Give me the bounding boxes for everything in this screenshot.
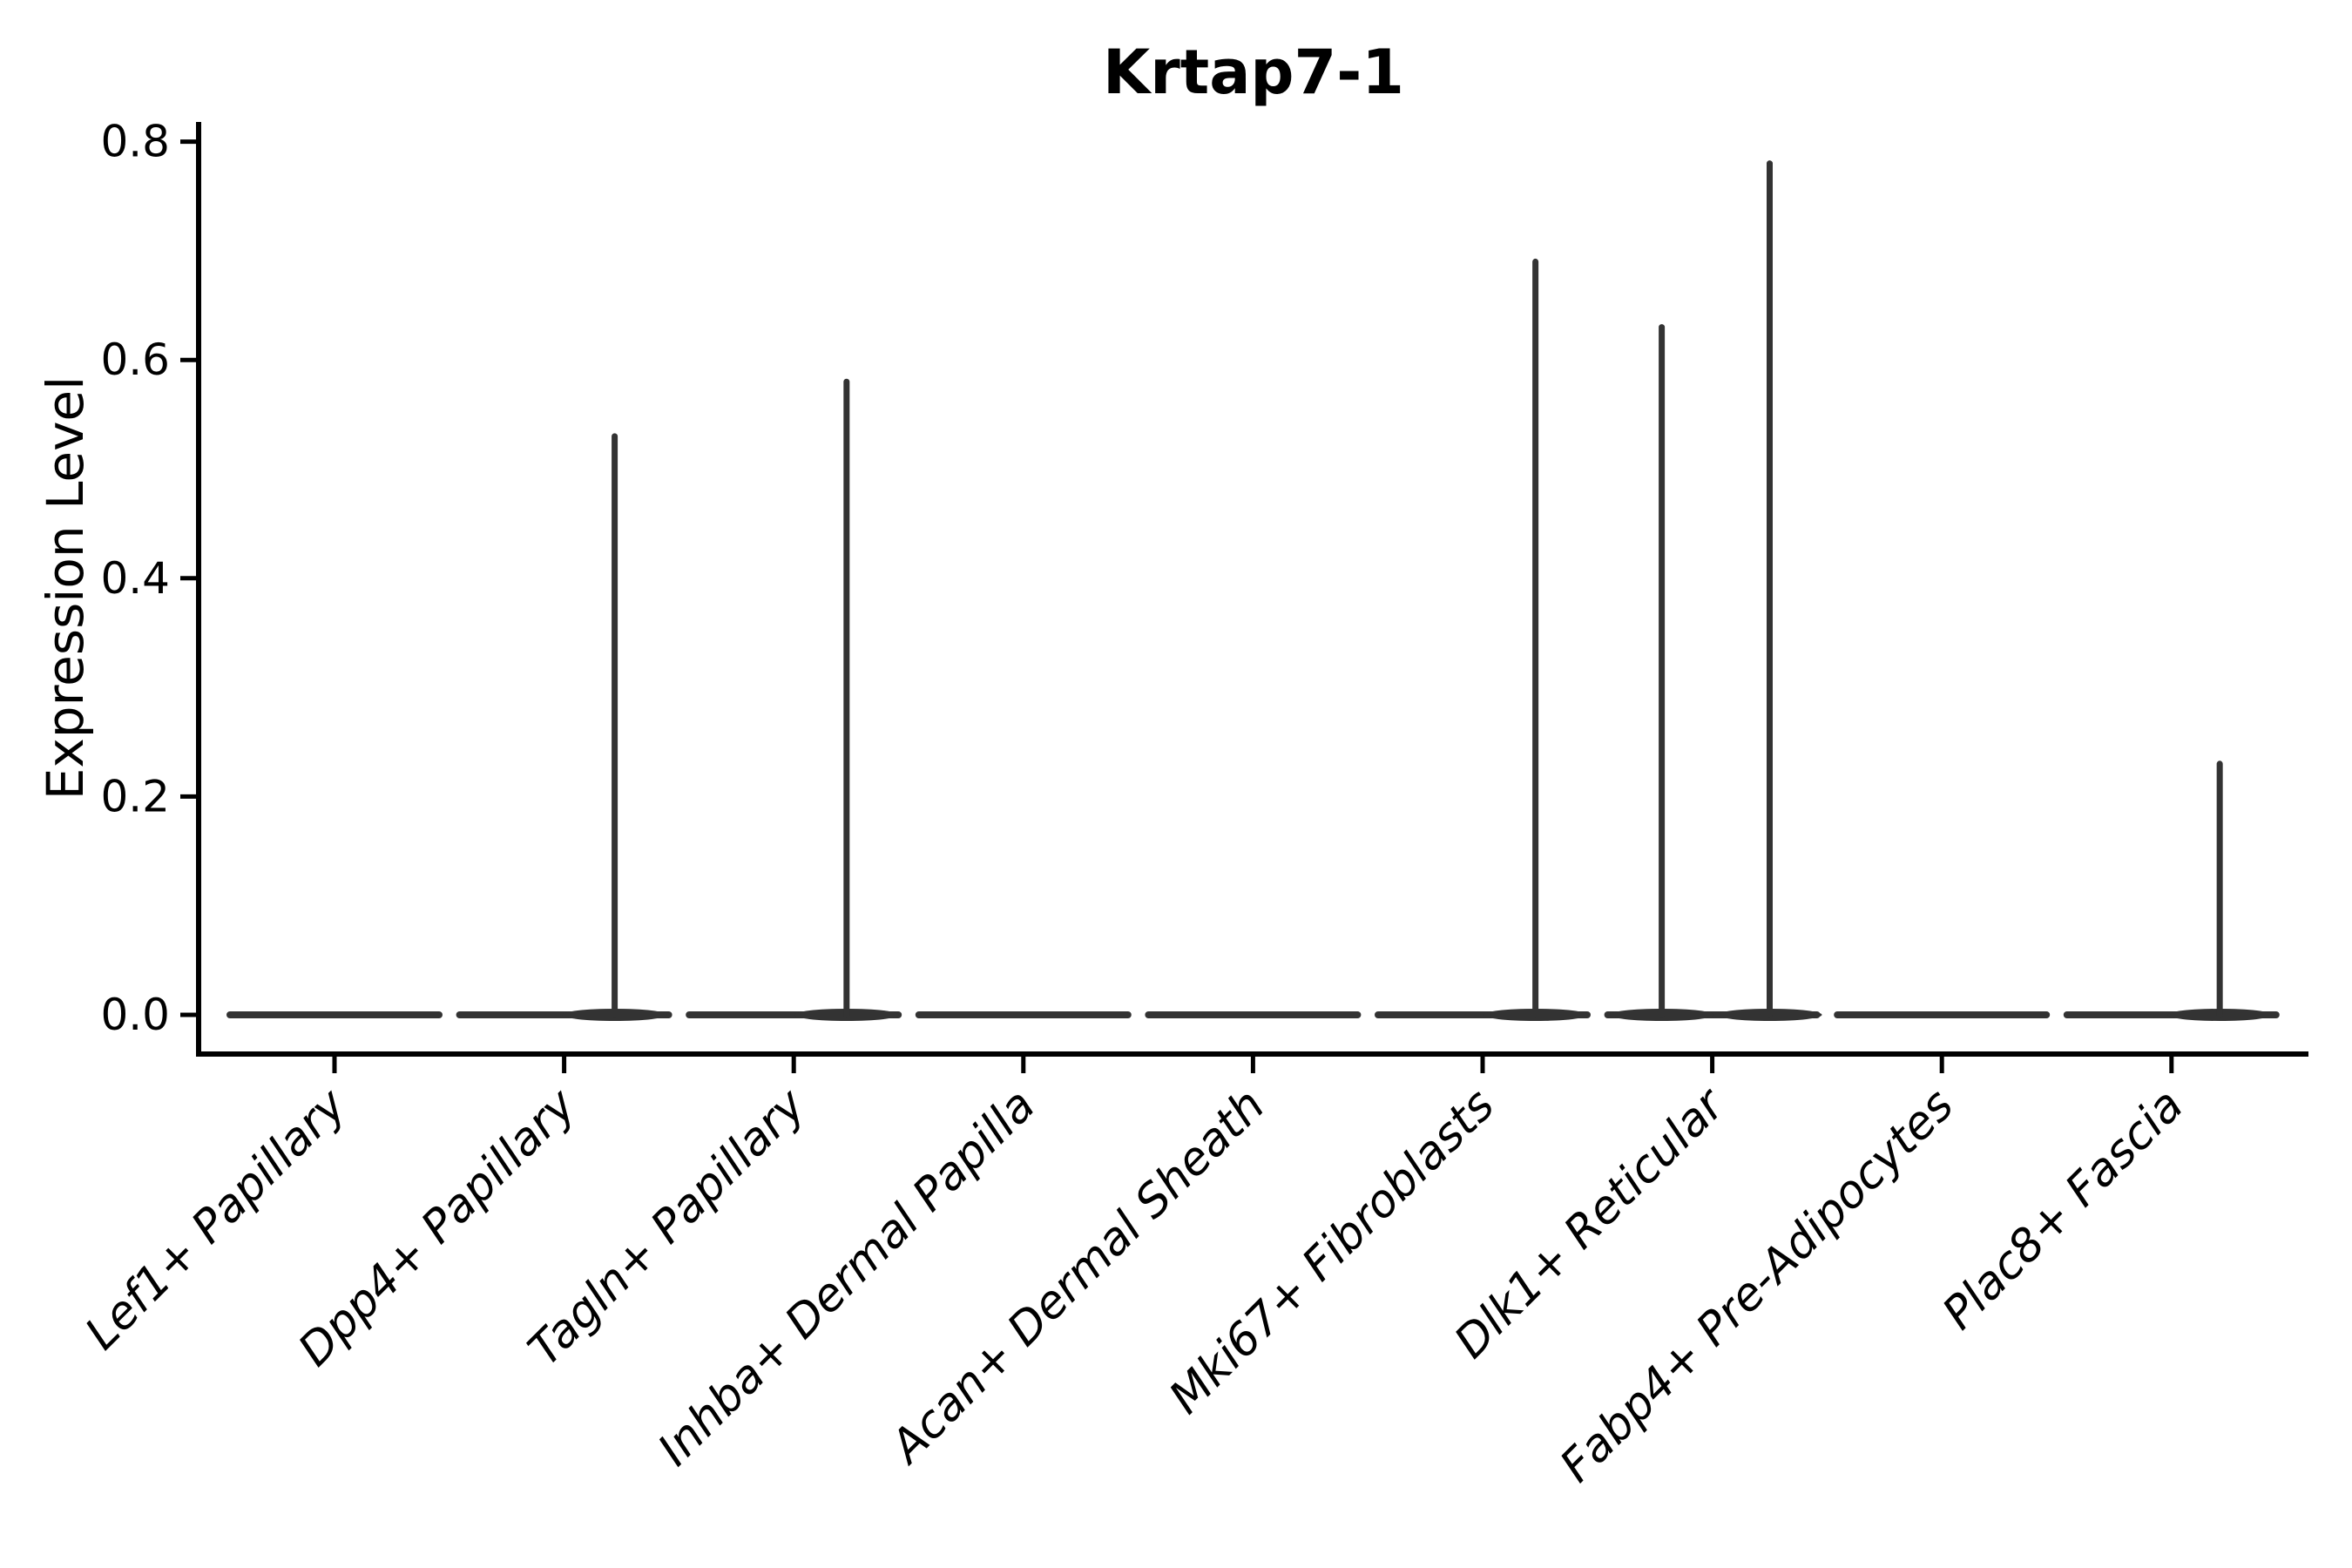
y-axis-tick-label: 0.0 <box>100 990 170 1040</box>
violin-9 <box>2063 760 2280 1021</box>
y-axis-ticks: 0.0 0.2 0.4 0.6 0.8 <box>100 117 199 1040</box>
violin-7 <box>1604 160 1822 1021</box>
y-axis-tick-label: 0.4 <box>100 553 170 604</box>
violin-6 <box>1375 258 1591 1021</box>
chart-title: Krtap7-1 <box>1103 37 1404 108</box>
violin-2 <box>456 433 672 1021</box>
x-axis-tick-label: Fabp4+ Pre-Adipocytes <box>1551 1079 1964 1493</box>
x-axis-tick-label: Inhba+ Dermal Papilla <box>648 1079 1045 1477</box>
y-axis-label: Expression Level <box>36 376 95 800</box>
y-axis-tick-label: 0.2 <box>100 771 170 821</box>
y-axis-tick-label: 0.6 <box>100 335 170 385</box>
violin-3 <box>686 378 902 1021</box>
violins-group <box>226 160 2280 1021</box>
x-axis-tick-label: Plac8+ Fascia <box>1933 1079 2193 1340</box>
y-axis-tick-label: 0.8 <box>100 117 170 167</box>
x-axis-tick-label: Acan+ Dermal Sheath <box>880 1079 1275 1475</box>
